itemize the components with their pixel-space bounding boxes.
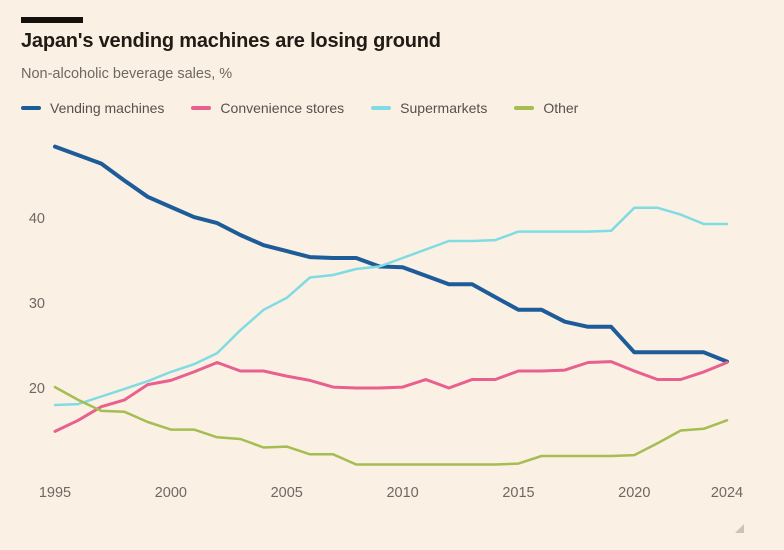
x-axis-label: 2005 xyxy=(271,485,303,501)
chart-legend: Vending machines Convenience stores Superm… xyxy=(21,100,578,116)
legend-swatch-other xyxy=(514,106,535,110)
series-line-vending-machines xyxy=(53,144,729,364)
x-axis-label: 1995 xyxy=(39,485,71,501)
legend-item-convenience-stores: Convenience stores xyxy=(191,100,344,116)
legend-label: Other xyxy=(543,100,579,116)
y-axis-label: 40 xyxy=(29,211,45,227)
series-line-other xyxy=(53,385,729,466)
y-axis-label: 20 xyxy=(29,381,45,397)
legend-item-supermarkets: Supermarkets xyxy=(371,100,487,116)
legend-label: Vending machines xyxy=(50,100,165,116)
legend-item-vending-machines: Vending machines xyxy=(21,100,164,116)
x-axis-label: 2024 xyxy=(711,485,743,501)
series-line-supermarkets xyxy=(53,206,729,407)
legend-item-other: Other xyxy=(514,100,578,116)
x-axis-label: 2015 xyxy=(502,485,534,501)
series-line-convenience-stores xyxy=(53,360,729,433)
x-axis-label: 2020 xyxy=(618,485,650,501)
chart-title: Japan's vending machines are losing grou… xyxy=(21,30,441,52)
x-axis-label: 2010 xyxy=(386,485,418,501)
x-axis-label: 2000 xyxy=(155,485,187,501)
legend-label: Convenience stores xyxy=(220,100,345,116)
legend-label: Supermarkets xyxy=(400,100,488,116)
legend-swatch-supermarkets xyxy=(371,106,392,110)
legend-swatch-vending-machines xyxy=(21,106,41,110)
chart-subtitle: Non-alcoholic beverage sales, % xyxy=(21,66,233,82)
chart-plot: 20 30 40 1995 2000 2005 2010 2015 2020 2024 xyxy=(29,144,743,501)
accent-bar xyxy=(21,17,83,23)
resize-grip-icon[interactable] xyxy=(735,524,744,533)
y-axis-label: 30 xyxy=(29,296,45,312)
legend-swatch-convenience-stores xyxy=(191,106,212,110)
